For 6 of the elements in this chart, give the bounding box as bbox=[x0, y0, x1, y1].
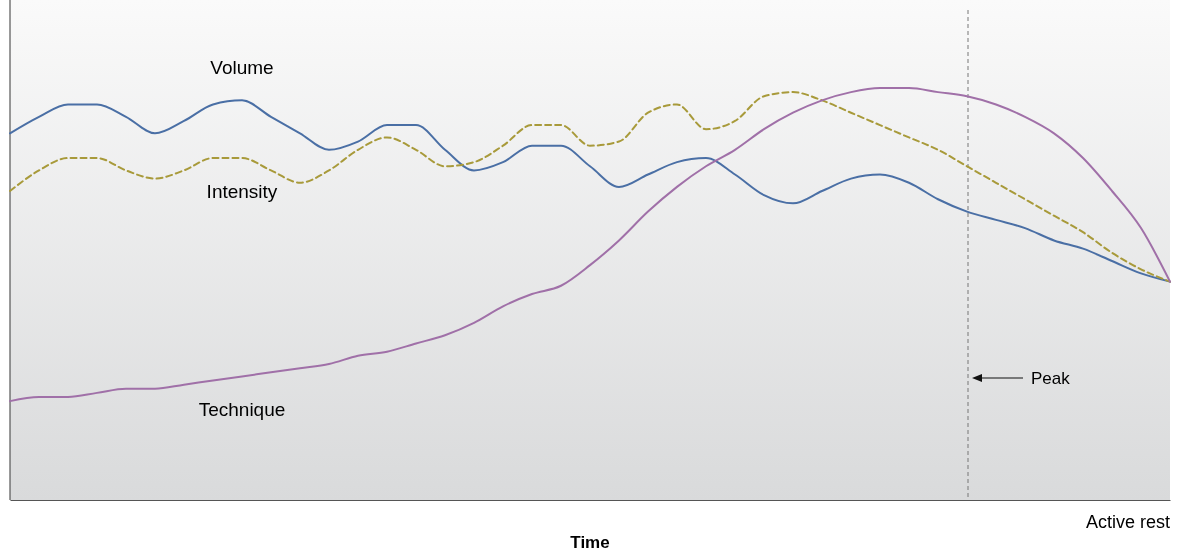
series-label: Intensity bbox=[206, 181, 278, 203]
x-axis-title: Time bbox=[570, 533, 610, 552]
series-label: Technique bbox=[198, 399, 286, 421]
series-label: Volume bbox=[210, 57, 274, 79]
annotation: Peak bbox=[1031, 369, 1071, 388]
text: Active rest bbox=[1085, 512, 1170, 532]
